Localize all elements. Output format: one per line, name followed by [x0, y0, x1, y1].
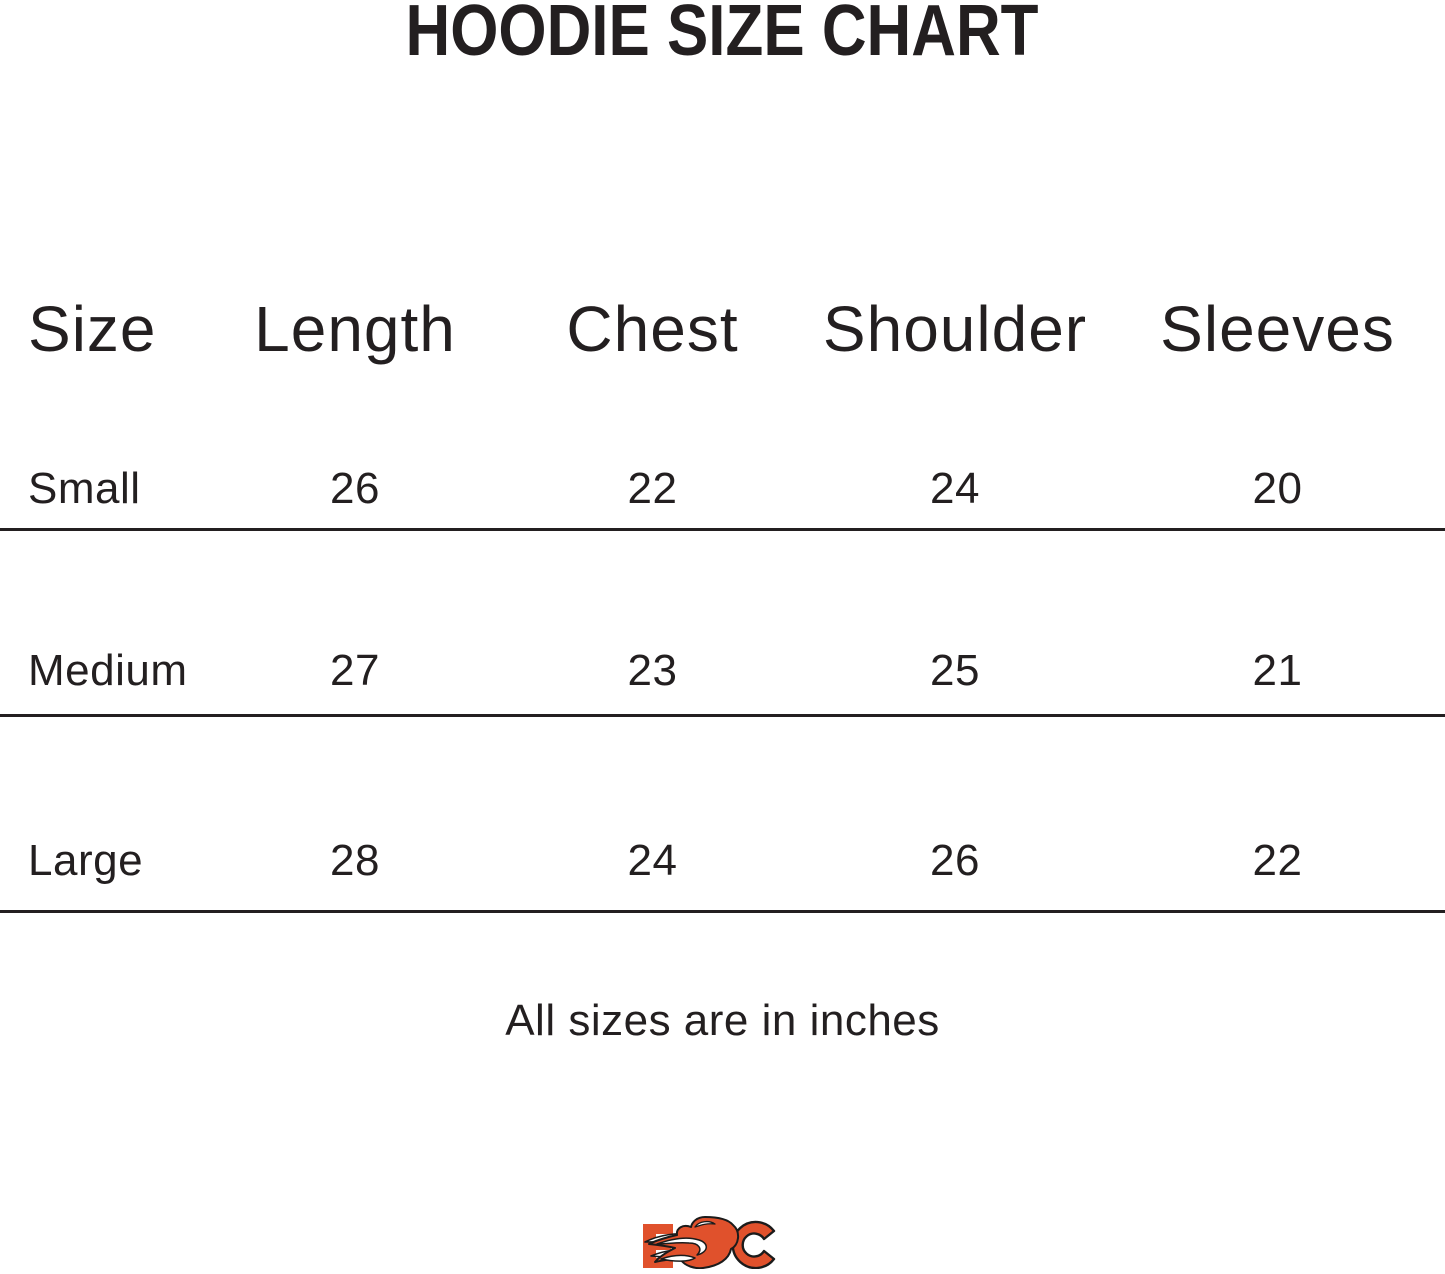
table-row: Small 26 22 24 20 — [0, 467, 1445, 511]
column-header-size: Size — [28, 293, 157, 365]
column-header-shoulder: Shoulder — [822, 293, 1088, 365]
table-row: Large 28 24 26 22 — [0, 839, 1445, 883]
chest-value: 23 — [627, 646, 678, 695]
row-divider — [0, 714, 1445, 717]
chest-value: 24 — [627, 836, 678, 885]
sleeves-value: 22 — [1252, 836, 1303, 885]
chest-value: 22 — [627, 464, 678, 513]
length-value: 27 — [330, 646, 380, 695]
page-title: HOODIE SIZE CHART — [0, 0, 1445, 73]
size-label: Small — [28, 464, 141, 513]
row-divider — [0, 910, 1445, 913]
length-value: 28 — [330, 836, 380, 885]
column-header-chest: Chest — [566, 293, 739, 365]
units-note: All sizes are in inches — [505, 996, 940, 1045]
brand-logo — [643, 1215, 779, 1270]
column-header-sleeves: Sleeves — [1160, 293, 1395, 365]
esc-flame-logo-icon — [643, 1216, 776, 1270]
length-value: 26 — [330, 464, 380, 513]
table-header-row: Size Length Chest Shoulder Sleeves — [0, 297, 1445, 361]
size-label: Medium — [28, 646, 188, 695]
shoulder-value: 24 — [930, 464, 980, 513]
page-title-text: HOODIE SIZE CHART — [406, 0, 1039, 71]
size-label: Large — [28, 836, 144, 885]
sleeves-value: 20 — [1252, 464, 1303, 513]
table-row: Medium 27 23 25 21 — [0, 649, 1445, 693]
shoulder-value: 25 — [930, 646, 980, 695]
row-divider — [0, 528, 1445, 531]
sleeves-value: 21 — [1252, 646, 1303, 695]
column-header-length: Length — [254, 293, 456, 365]
shoulder-value: 26 — [930, 836, 980, 885]
